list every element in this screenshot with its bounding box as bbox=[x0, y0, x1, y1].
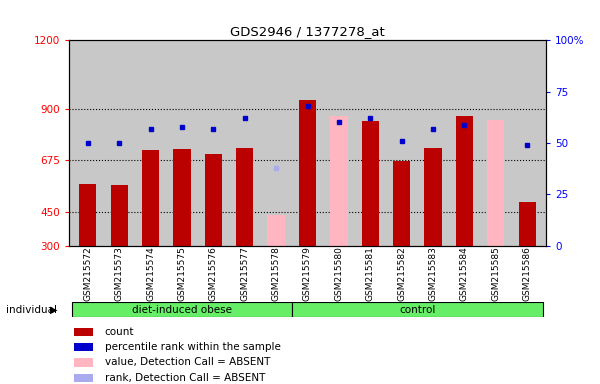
Text: ▶: ▶ bbox=[50, 305, 58, 314]
Text: rank, Detection Call = ABSENT: rank, Detection Call = ABSENT bbox=[105, 372, 265, 383]
Text: count: count bbox=[105, 327, 134, 337]
Text: GSM215576: GSM215576 bbox=[209, 246, 218, 301]
Bar bbox=[518, 202, 536, 246]
Bar bbox=[72, 302, 292, 317]
Bar bbox=[74, 328, 93, 336]
Text: GSM215586: GSM215586 bbox=[523, 246, 532, 301]
Bar bbox=[330, 116, 347, 246]
Text: GSM215582: GSM215582 bbox=[397, 246, 406, 301]
Bar bbox=[236, 147, 253, 246]
Bar bbox=[110, 185, 128, 246]
Bar bbox=[393, 161, 410, 246]
Bar bbox=[268, 215, 285, 246]
Text: control: control bbox=[399, 305, 436, 314]
Bar bbox=[74, 358, 93, 367]
Text: GSM215579: GSM215579 bbox=[303, 246, 312, 301]
Bar bbox=[205, 154, 222, 246]
Bar bbox=[74, 343, 93, 351]
Text: individual: individual bbox=[6, 305, 60, 314]
Text: value, Detection Call = ABSENT: value, Detection Call = ABSENT bbox=[105, 358, 270, 367]
Bar bbox=[487, 120, 505, 246]
Text: GSM215580: GSM215580 bbox=[334, 246, 343, 301]
Text: GSM215581: GSM215581 bbox=[366, 246, 375, 301]
Text: GSM215577: GSM215577 bbox=[240, 246, 249, 301]
Bar bbox=[173, 149, 191, 246]
Bar bbox=[456, 116, 473, 246]
Bar bbox=[74, 374, 93, 382]
Text: GSM215583: GSM215583 bbox=[428, 246, 437, 301]
Bar bbox=[424, 147, 442, 246]
Text: GSM215574: GSM215574 bbox=[146, 246, 155, 301]
Bar bbox=[362, 121, 379, 246]
Bar bbox=[142, 150, 159, 246]
Title: GDS2946 / 1377278_at: GDS2946 / 1377278_at bbox=[230, 25, 385, 38]
Text: diet-induced obese: diet-induced obese bbox=[132, 305, 232, 314]
Bar bbox=[299, 100, 316, 246]
Text: GSM215573: GSM215573 bbox=[115, 246, 124, 301]
Bar bbox=[79, 184, 97, 246]
Text: GSM215575: GSM215575 bbox=[178, 246, 187, 301]
Text: GSM215572: GSM215572 bbox=[83, 246, 92, 301]
Text: percentile rank within the sample: percentile rank within the sample bbox=[105, 342, 281, 352]
Bar bbox=[292, 302, 543, 317]
Text: GSM215585: GSM215585 bbox=[491, 246, 500, 301]
Text: GSM215584: GSM215584 bbox=[460, 246, 469, 301]
Text: GSM215578: GSM215578 bbox=[272, 246, 281, 301]
